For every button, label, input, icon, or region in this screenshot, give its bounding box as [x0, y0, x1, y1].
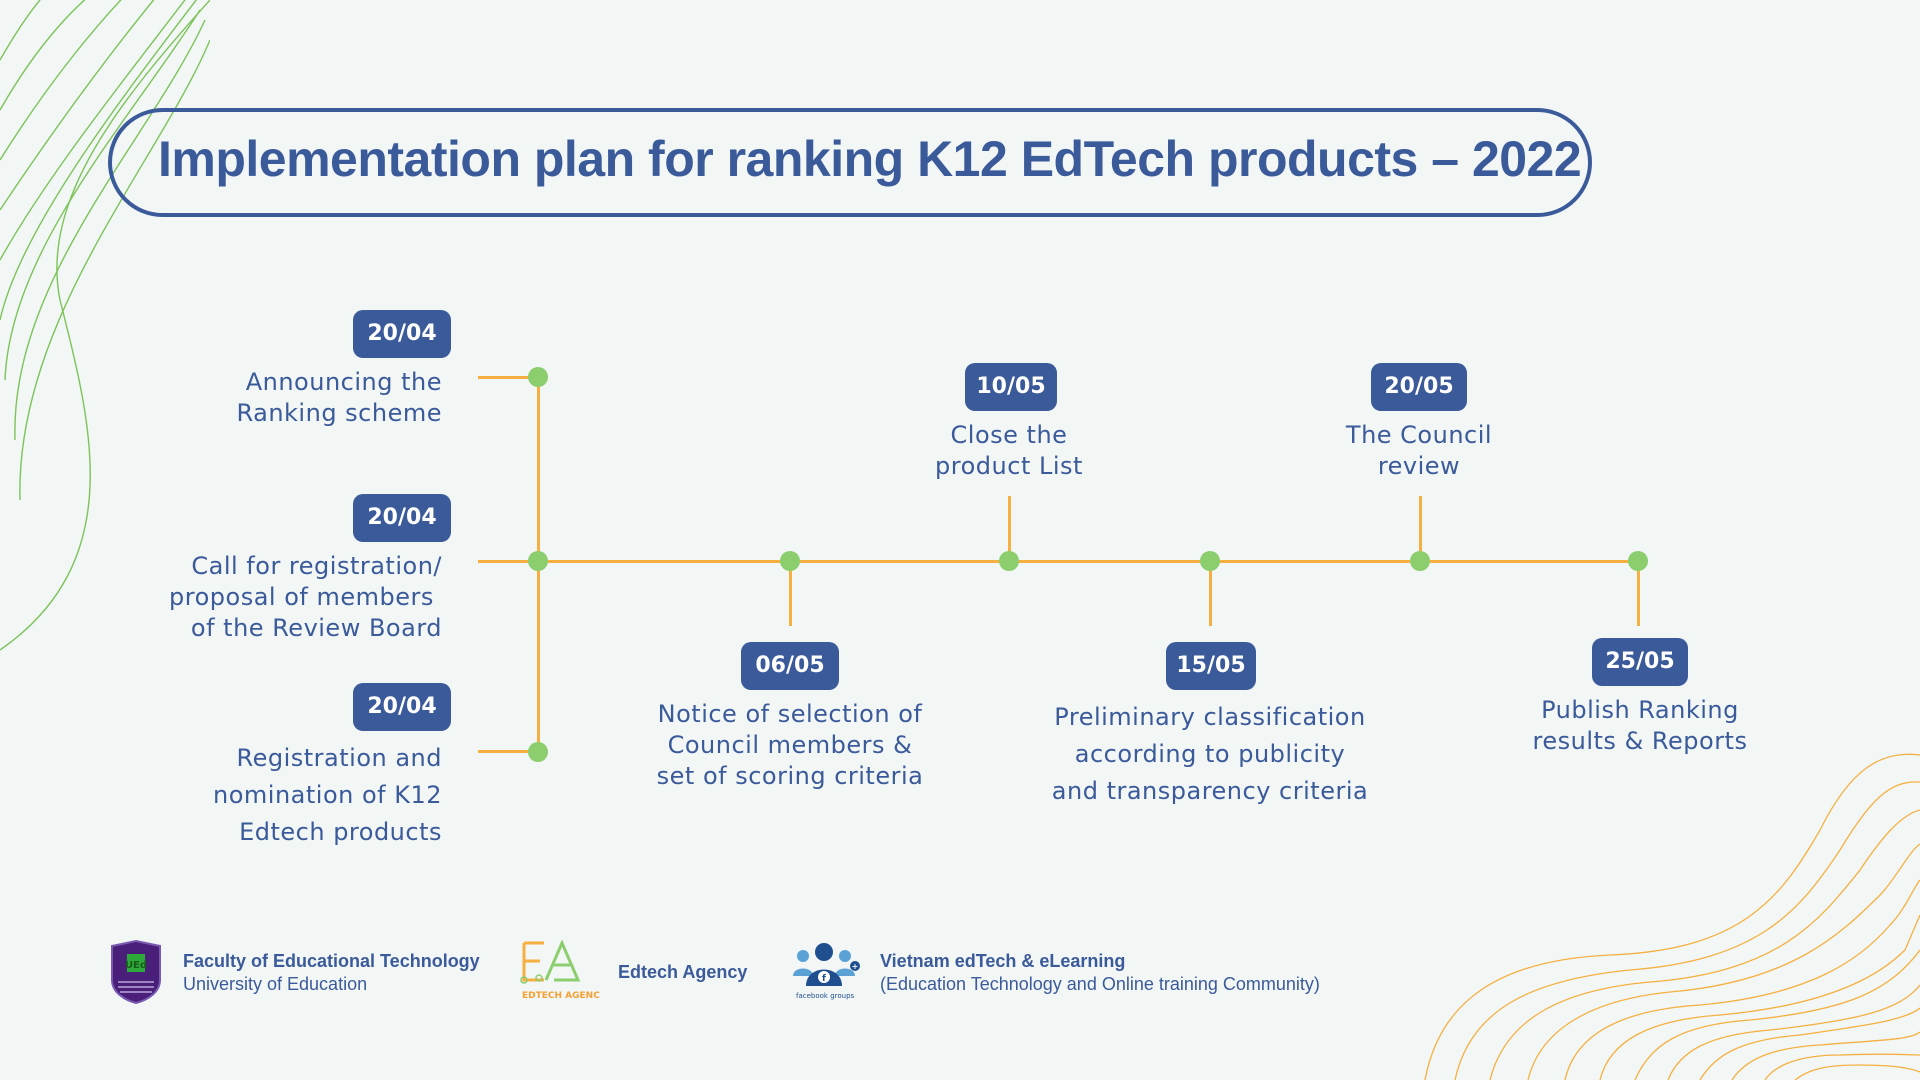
date-badge: 20/04: [353, 494, 451, 542]
milestone-label: Close the product List: [935, 421, 1083, 480]
timeline-dot: [528, 551, 548, 571]
svg-text:f: f: [822, 974, 826, 984]
community-name: Vietnam edTech & eLearning: [880, 951, 1126, 971]
date-badge: 06/05: [741, 642, 839, 690]
date-badge: 25/05: [1592, 638, 1688, 686]
faculty-name: Faculty of Educational Technology: [183, 951, 480, 971]
ued-shield-logo-icon: UEd: [111, 940, 161, 1004]
timeline-main-line: [478, 560, 1638, 563]
milestone-label: Registration and nomination of K12 Edtec…: [213, 744, 442, 846]
timeline-dot: [1410, 551, 1430, 571]
svg-text:+: +: [852, 962, 859, 971]
date-badge: 15/05: [1166, 642, 1256, 690]
stem-0605: [789, 561, 792, 626]
milestone-label: Notice of selection of Council members &…: [656, 700, 924, 790]
milestone-label: Preliminary classification according to …: [1051, 703, 1369, 805]
milestone-label: Publish Ranking results & Reports: [1532, 696, 1748, 755]
milestone-label: The Council review: [1345, 421, 1493, 480]
timeline-dot: [528, 367, 548, 387]
date-badge: 10/05: [965, 363, 1057, 411]
timeline-dot: [528, 742, 548, 762]
stem-2005: [1419, 496, 1422, 561]
faculty-university: University of Education: [183, 974, 368, 994]
timeline-dot: [1628, 551, 1648, 571]
stem-1005: [1008, 496, 1011, 561]
community-description: (Education Technology and Online trainin…: [880, 974, 1320, 994]
timeline-stub-3: [478, 750, 538, 753]
facebook-groups-logo-icon: f + facebook groups: [793, 943, 860, 1000]
page-title: Implementation plan for ranking K12 EdTe…: [158, 131, 1582, 187]
stem-2505: [1637, 561, 1640, 626]
timeline-stub-1: [478, 376, 538, 379]
svg-text:EDTECH AGENCY: EDTECH AGENCY: [522, 991, 600, 1001]
date-badge: 20/04: [353, 310, 451, 358]
date-badge: 20/04: [353, 683, 451, 731]
date-badge: 20/05: [1371, 363, 1467, 411]
svg-text:facebook groups: facebook groups: [796, 992, 855, 1000]
milestone-label: Call for registration/ proposal of membe…: [169, 552, 442, 642]
timeline-dot: [780, 551, 800, 571]
title-frame: [108, 108, 1592, 217]
edtech-agency-name: Edtech Agency: [618, 962, 748, 982]
stem-1505: [1209, 561, 1212, 626]
decorative-waves-left: [0, 0, 210, 651]
edtech-agency-logo-icon: EDTECH AGENCY: [520, 940, 600, 1001]
timeline-dot: [999, 551, 1019, 571]
decorative-waves-right: [1424, 753, 1920, 1080]
svg-text:UEd: UEd: [125, 960, 147, 971]
milestone-label: Announcing the Ranking scheme: [236, 368, 442, 427]
timeline-dot: [1200, 551, 1220, 571]
